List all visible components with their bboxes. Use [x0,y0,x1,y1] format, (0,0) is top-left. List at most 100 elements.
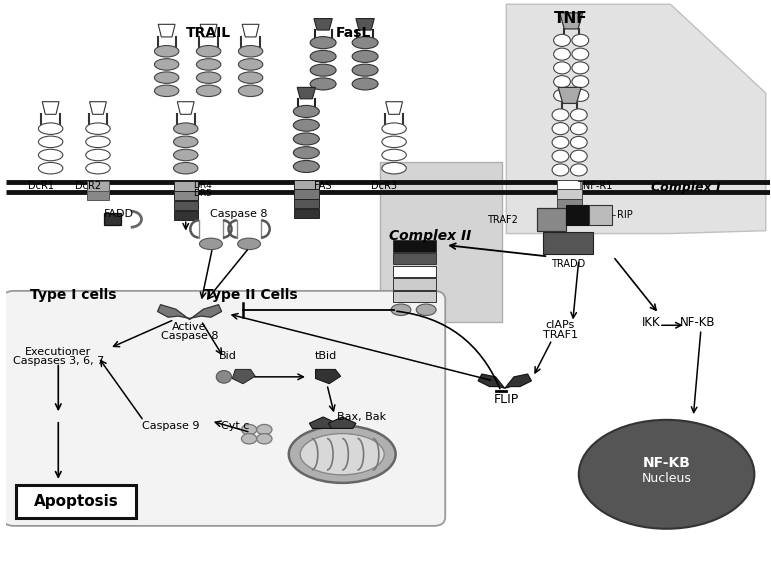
Text: Complex II: Complex II [389,229,471,243]
Ellipse shape [352,37,378,49]
Text: Type I cells: Type I cells [30,289,116,302]
Ellipse shape [571,164,588,176]
Bar [87,181,109,191]
Bar [543,232,593,253]
Bar [566,205,589,225]
Ellipse shape [310,50,336,62]
Ellipse shape [173,123,198,134]
Ellipse shape [86,123,110,134]
Ellipse shape [416,304,436,316]
Ellipse shape [241,434,257,444]
Ellipse shape [238,46,263,57]
Text: Caspase 9: Caspase 9 [142,421,199,431]
Bar [393,240,436,252]
Ellipse shape [554,35,571,47]
Text: Apoptosis: Apoptosis [33,494,118,509]
Text: Caspase 8: Caspase 8 [161,331,218,341]
Text: Caspases 3, 6, 7: Caspases 3, 6, 7 [12,356,104,366]
Text: TRAF2: TRAF2 [487,215,518,225]
Ellipse shape [86,149,110,161]
FancyBboxPatch shape [2,291,445,526]
Text: cIAPs: cIAPs [546,320,575,330]
Bar [393,291,436,302]
Bar [294,180,318,189]
Text: TNF: TNF [554,11,588,26]
Ellipse shape [552,109,569,121]
Text: IKK: IKK [642,316,661,329]
Text: Caspase 8: Caspase 8 [210,210,268,219]
Ellipse shape [293,161,319,172]
Polygon shape [158,24,175,37]
Ellipse shape [352,78,378,90]
Ellipse shape [382,136,406,147]
Bar [104,214,121,225]
Ellipse shape [39,149,63,161]
Ellipse shape [572,89,589,101]
Text: TRADD: TRADD [551,259,585,270]
Ellipse shape [39,136,63,147]
Ellipse shape [293,119,319,131]
Text: DcR1: DcR1 [28,181,54,191]
Text: NF-KB: NF-KB [643,456,691,470]
Text: Bid: Bid [219,351,237,361]
Polygon shape [42,102,59,114]
Bar [393,278,436,290]
Bar [294,199,318,209]
Ellipse shape [197,46,221,57]
Ellipse shape [86,136,110,147]
Ellipse shape [257,425,272,435]
Ellipse shape [173,162,198,174]
Bar [173,211,198,220]
Polygon shape [89,102,106,114]
Polygon shape [558,88,581,104]
Ellipse shape [310,64,336,76]
Text: Executioner: Executioner [25,347,92,357]
Text: TRAIL: TRAIL [186,26,231,40]
Text: DR5: DR5 [194,190,212,198]
Text: FAS: FAS [314,181,332,191]
Ellipse shape [554,48,571,60]
Ellipse shape [173,149,198,161]
FancyBboxPatch shape [15,485,136,518]
Polygon shape [177,102,194,114]
Bar [294,190,318,199]
Ellipse shape [293,147,319,159]
Polygon shape [386,102,402,114]
Polygon shape [309,417,337,429]
Bar [173,181,198,191]
Ellipse shape [154,85,179,97]
Polygon shape [505,374,531,388]
Text: Complex I: Complex I [651,181,721,194]
Ellipse shape [39,162,63,174]
Bar [557,190,582,199]
Text: Bax, Bak: Bax, Bak [337,412,386,422]
Ellipse shape [572,75,589,88]
Ellipse shape [391,304,411,316]
Ellipse shape [572,48,589,60]
Bar [557,180,582,189]
Polygon shape [190,305,221,320]
Ellipse shape [154,72,179,84]
Polygon shape [478,374,505,388]
Ellipse shape [554,75,571,88]
Ellipse shape [552,164,569,176]
Ellipse shape [571,137,588,149]
Ellipse shape [154,46,179,57]
Polygon shape [560,13,583,29]
Ellipse shape [86,162,110,174]
Bar [294,209,318,218]
Ellipse shape [552,137,569,149]
Bar [173,201,198,210]
Ellipse shape [571,123,588,135]
Bar [393,266,436,277]
Ellipse shape [241,425,257,435]
Ellipse shape [257,434,272,444]
Ellipse shape [554,62,571,74]
Text: DcR3: DcR3 [371,181,397,191]
Text: TNF-R1: TNF-R1 [577,181,613,191]
Polygon shape [507,4,766,233]
Ellipse shape [39,123,63,134]
Ellipse shape [197,85,221,97]
Ellipse shape [382,162,406,174]
Polygon shape [232,369,255,384]
